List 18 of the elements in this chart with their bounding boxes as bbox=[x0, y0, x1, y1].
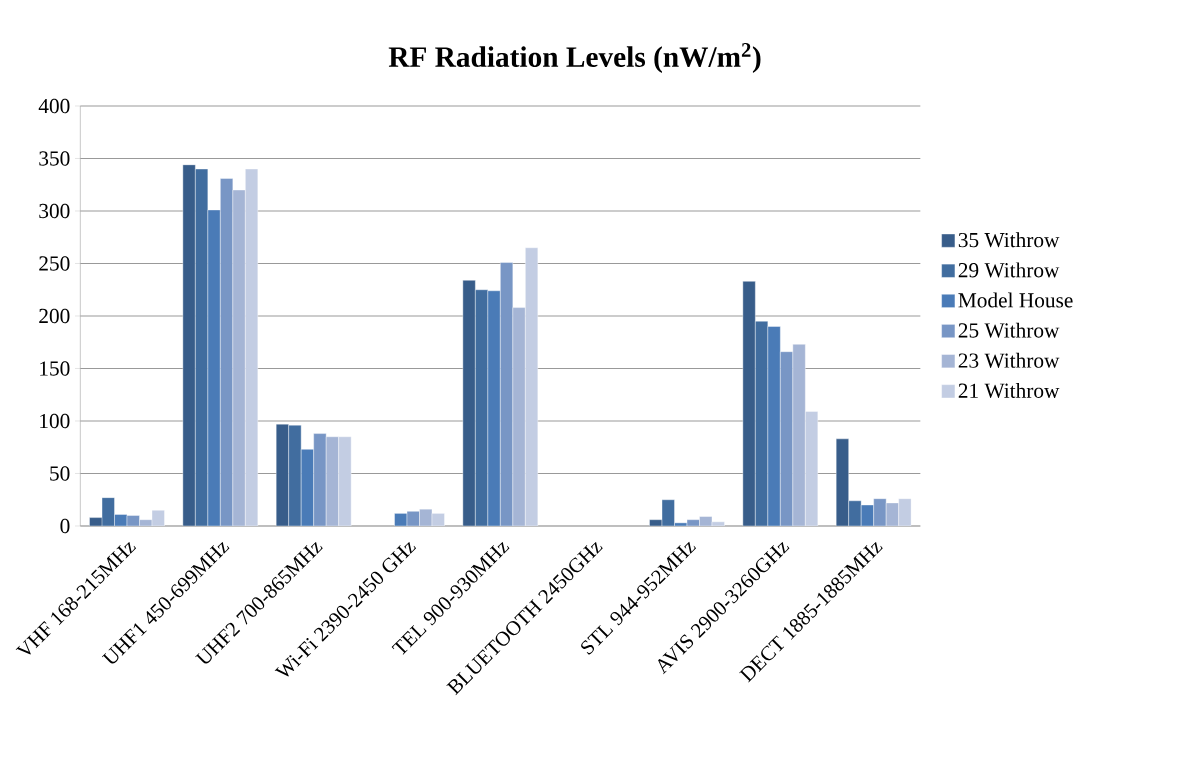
y-tick-label: 0 bbox=[60, 518, 70, 534]
bar bbox=[742, 281, 756, 526]
legend-label: 29 Withrow bbox=[958, 262, 1060, 278]
y-tick-label: 100 bbox=[40, 413, 70, 429]
chart-title: RF Radiation Levels (nW/m$^{2}$) bbox=[388, 43, 761, 73]
bar bbox=[462, 280, 476, 526]
y-tick-label: 250 bbox=[39, 256, 70, 271]
y-tick-label: 400 bbox=[38, 98, 70, 114]
y-tick-label: 350 bbox=[39, 151, 70, 166]
legend-label: 23 Withrow bbox=[958, 352, 1060, 368]
y-tick-label: 200 bbox=[39, 308, 70, 324]
legend-label: 35 Withrow bbox=[958, 232, 1060, 248]
y-tick-label: 150 bbox=[40, 361, 70, 376]
legend-label: 21 Withrow bbox=[958, 382, 1060, 399]
y-tick-label: 300 bbox=[39, 203, 70, 219]
legend-label: Model House bbox=[958, 292, 1073, 308]
y-tick-label: 50 bbox=[50, 466, 70, 481]
legend-label: 25 Withrow bbox=[958, 322, 1060, 338]
